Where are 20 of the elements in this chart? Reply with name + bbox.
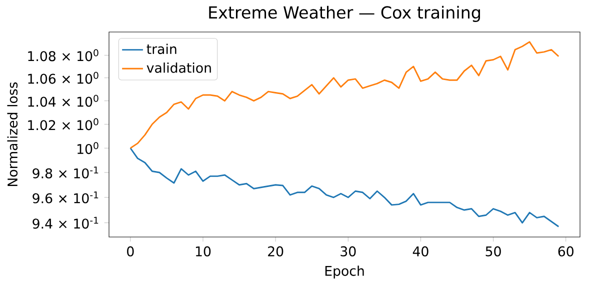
legend-label: train	[146, 44, 176, 54]
y-tick-label: 1.08 × 10$^{0}$	[28, 49, 98, 62]
y-axis-title: Normalized loss	[7, 82, 18, 186]
x-axis-title: Epoch	[325, 266, 364, 279]
y-tick-label: 1.02 × 10$^{0}$	[28, 118, 98, 130]
y-tick-label: 10$^{0}$	[78, 142, 98, 154]
x-tick-label: 50	[486, 246, 501, 256]
x-tick-label: 10	[196, 246, 211, 256]
y-tick-label: 1.06 × 10$^{0}$	[28, 72, 98, 84]
x-tick-label: 30	[340, 246, 356, 256]
x-tick-label: 60	[558, 246, 574, 256]
legend-label: validation	[146, 62, 211, 73]
x-tick-label: 0	[127, 246, 134, 256]
x-tick-label: 40	[412, 246, 428, 256]
x-tick-label: 20	[268, 246, 284, 256]
y-tick-label: 9.6 × 10$^{-1}$	[32, 191, 98, 204]
chart-title: Extreme Weather — Cox training	[209, 6, 480, 22]
y-tick-label: 9.8 × 10$^{-1}$	[32, 166, 98, 178]
y-tick-label: 9.4 × 10$^{-1}$	[32, 216, 98, 229]
y-tick-label: 1.04 × 10$^{0}$	[28, 94, 98, 107]
